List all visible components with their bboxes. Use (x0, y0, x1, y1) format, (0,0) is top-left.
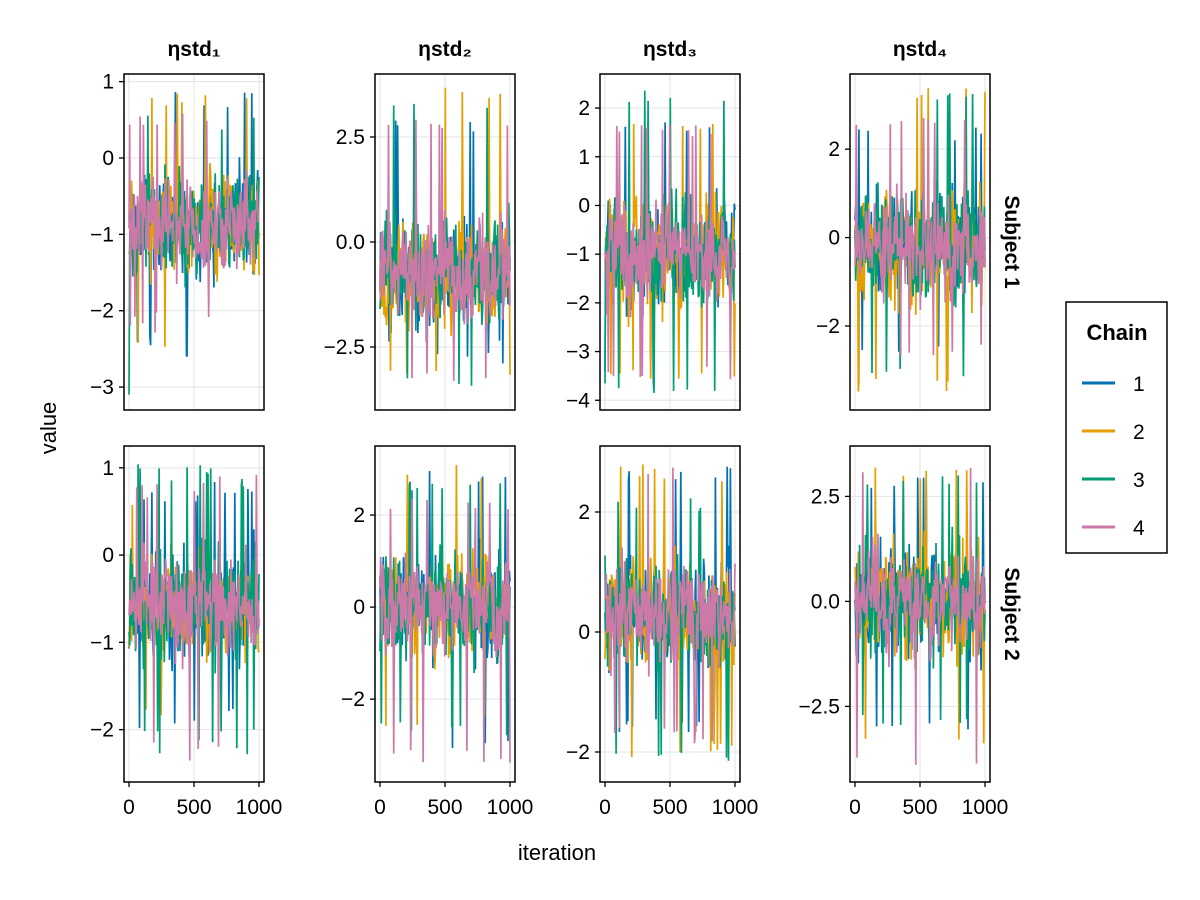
legend-entries: 1 2 3 4 (1082, 373, 1145, 540)
y-tick-label: −1 (90, 223, 114, 246)
x-tick-label: 1000 (487, 796, 534, 819)
row-label-1: Subject 1 (1000, 195, 1023, 289)
legend-entry-3: 3 (1082, 469, 1145, 492)
y-tick-label: 0 (353, 596, 365, 619)
y-tick-label: 2 (353, 504, 365, 527)
panel-r2-c1: 1 0 −1 −2 0 500 1000 (90, 445, 283, 819)
y-tick-label: −2 (90, 719, 114, 742)
trace-chain-4 (379, 119, 511, 381)
y-tick-label: −2.5 (799, 695, 840, 718)
trace-chain-4 (604, 467, 736, 744)
y-tick-label: −2 (566, 741, 590, 764)
panel-r1-c2: 2.5 0.0 −2.5 (324, 73, 516, 411)
y-tick-label: 1 (102, 457, 114, 480)
x-tick-label: 1000 (712, 796, 759, 819)
x-tick-label: 500 (176, 796, 211, 819)
y-tick-label: 2.5 (811, 485, 840, 508)
panel-frame (849, 73, 991, 411)
legend-label: 2 (1133, 421, 1145, 444)
trace-chain-4 (128, 474, 260, 761)
column-title-4: ηstd₄ (893, 38, 947, 61)
y-tick-label: 1 (102, 71, 114, 94)
y-tick-label: 2.5 (336, 126, 365, 149)
trace-chain-4 (854, 467, 986, 765)
panel-r1-c3: 2 1 0 −1 −2 −3 −4 (566, 73, 741, 412)
traces (854, 467, 986, 765)
x-tick-label: 1000 (236, 796, 283, 819)
y-tick-label: −3 (566, 341, 590, 364)
x-tick-label: 500 (902, 796, 937, 819)
y-tick-label: 1 (578, 146, 590, 169)
y-tick-label: 0 (578, 621, 590, 644)
x-tick-label: 0 (374, 796, 386, 819)
traces (128, 464, 260, 761)
y-tick-label: −3 (90, 376, 114, 399)
y-tick-label: −2 (816, 315, 840, 338)
legend: Chain 1 2 3 4 (1065, 301, 1168, 554)
y-tick-label: 0 (102, 544, 114, 567)
column-title-1: ηstd₁ (167, 38, 220, 61)
y-tick-label: 0 (102, 147, 114, 170)
y-tick-label: 2 (828, 138, 840, 161)
x-tick-label: 0 (849, 796, 861, 819)
y-axis-label: value (36, 402, 61, 455)
legend-title: Chain (1086, 320, 1147, 345)
legend-entry-1: 1 (1082, 373, 1145, 396)
trace-chain-4 (604, 124, 736, 380)
traces (379, 87, 511, 386)
row-labels: Subject 1 Subject 2 (1000, 195, 1023, 660)
panel-r1-c4: 2 0 −2 (816, 73, 991, 411)
panel-r2-c3: 2 0 −2 0 500 1000 (566, 445, 759, 819)
panel-frame (599, 73, 741, 411)
panel-r1-c1: 1 0 −1 −2 −3 (90, 71, 265, 411)
legend-entry-2: 2 (1082, 421, 1145, 444)
x-axis-label: iteration (518, 840, 596, 865)
trace-chain-4 (379, 499, 511, 763)
traces (379, 465, 511, 763)
y-tick-label: −2 (341, 688, 365, 711)
panel-grid: 1 0 −1 −2 −3 2.5 0.0 −2.5 2 1 0 −1 −2 −3 −4 2 0 −2 1 0 −1 −2 0… (90, 71, 1008, 819)
y-tick-label: −2.5 (324, 336, 365, 359)
y-tick-label: −1 (90, 631, 114, 654)
trace-chain-4 (854, 117, 986, 356)
y-tick-label: 0.0 (811, 590, 840, 613)
y-tick-label: 0 (828, 227, 840, 250)
column-title-3: ηstd₃ (643, 38, 697, 61)
y-tick-label: 0.0 (336, 231, 365, 254)
column-title-2: ηstd₂ (418, 38, 472, 61)
x-tick-label: 0 (123, 796, 135, 819)
y-tick-label: −4 (566, 389, 590, 412)
trace-chain-4 (128, 113, 260, 333)
y-tick-label: 0 (578, 194, 590, 217)
row-label-2: Subject 2 (1000, 567, 1023, 660)
trace-chain-3 (854, 93, 986, 377)
y-tick-label: −2 (566, 292, 590, 315)
panel-r2-c2: 2 0 −2 0 500 1000 (341, 445, 534, 819)
legend-label: 1 (1133, 373, 1145, 396)
panel-r2-c4: 2.5 0.0 −2.5 0 500 1000 (799, 445, 1009, 819)
x-tick-label: 500 (652, 796, 687, 819)
legend-box (1065, 301, 1168, 554)
panel-frame (123, 73, 265, 411)
y-tick-label: −2 (90, 300, 114, 323)
legend-label: 4 (1133, 517, 1145, 540)
traces (128, 92, 260, 395)
x-tick-label: 500 (427, 796, 462, 819)
y-tick-label: 2 (578, 97, 590, 120)
column-titles: ηstd₁ ηstd₂ ηstd₃ ηstd₄ (167, 38, 947, 61)
legend-label: 3 (1133, 469, 1145, 492)
traces (604, 464, 736, 761)
y-tick-label: 2 (578, 501, 590, 524)
x-tick-label: 0 (599, 796, 611, 819)
traces (604, 90, 736, 393)
legend-entry-4: 4 (1082, 517, 1145, 540)
traces (854, 88, 986, 392)
x-tick-label: 1000 (962, 796, 1009, 819)
y-tick-label: −1 (566, 243, 590, 266)
